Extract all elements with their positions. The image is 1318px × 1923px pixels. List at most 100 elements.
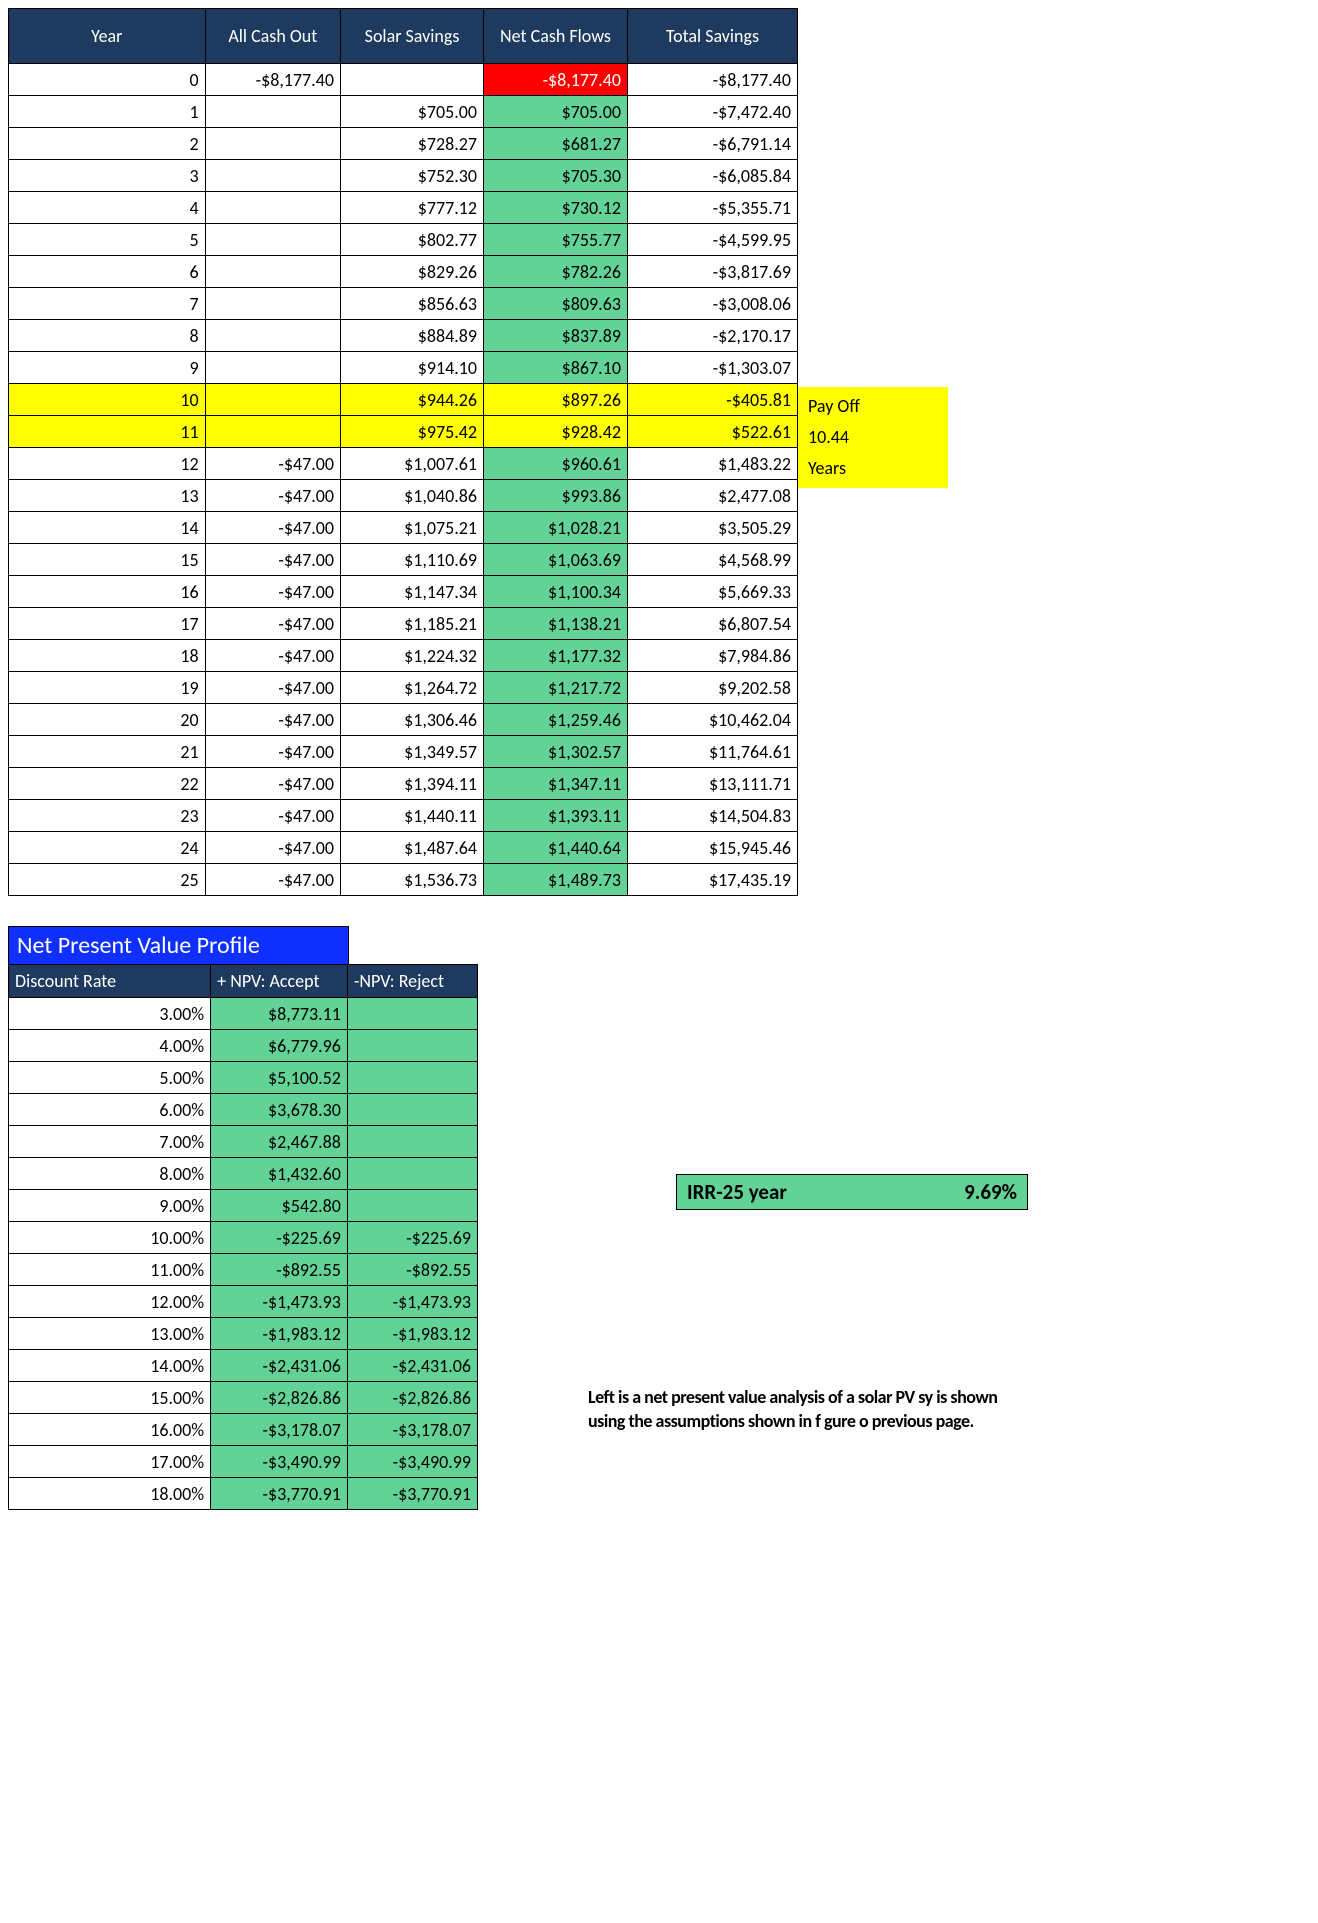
cell-npv-accept: $2,467.88: [211, 1126, 348, 1158]
cell-cash-out: [205, 320, 340, 352]
table-row: 3$752.30$705.30-$6,085.84: [9, 160, 798, 192]
cell-discount-rate: 10.00%: [9, 1222, 211, 1254]
npv-header-rate: Discount Rate: [9, 965, 211, 998]
cell-cash-out: [205, 288, 340, 320]
cell-year: 11: [9, 416, 206, 448]
cell-solar-savings: $1,040.86: [340, 480, 483, 512]
cell-total-savings: -$6,791.14: [627, 128, 797, 160]
cell-net-cash: $730.12: [484, 192, 628, 224]
table-header-row: Year All Cash Out Solar Savings Net Cash…: [9, 9, 798, 64]
cell-solar-savings: $914.10: [340, 352, 483, 384]
table-row: 6$829.26$782.26-$3,817.69: [9, 256, 798, 288]
cell-cash-out: -$47.00: [205, 640, 340, 672]
cell-discount-rate: 5.00%: [9, 1062, 211, 1094]
cell-cash-out: [205, 160, 340, 192]
npv-row: 10.00%-$225.69-$225.69: [9, 1222, 478, 1254]
cell-year: 13: [9, 480, 206, 512]
cell-total-savings: -$2,170.17: [627, 320, 797, 352]
cell-discount-rate: 15.00%: [9, 1382, 211, 1414]
cell-solar-savings: $1,075.21: [340, 512, 483, 544]
npv-row: 11.00%-$892.55-$892.55: [9, 1254, 478, 1286]
table-row: 16-$47.00$1,147.34$1,100.34$5,669.33: [9, 576, 798, 608]
cell-total-savings: -$4,599.95: [627, 224, 797, 256]
cell-solar-savings: $975.42: [340, 416, 483, 448]
cell-cash-out: -$47.00: [205, 768, 340, 800]
table-row: 1$705.00$705.00-$7,472.40: [9, 96, 798, 128]
cell-net-cash: $1,393.11: [484, 800, 628, 832]
cell-net-cash: $1,302.57: [484, 736, 628, 768]
cell-total-savings: $522.61: [627, 416, 797, 448]
cell-year: 15: [9, 544, 206, 576]
cell-cash-out: [205, 224, 340, 256]
cell-net-cash: $1,259.46: [484, 704, 628, 736]
npv-row: 17.00%-$3,490.99-$3,490.99: [9, 1446, 478, 1478]
cell-year: 7: [9, 288, 206, 320]
cell-net-cash: $960.61: [484, 448, 628, 480]
cell-cash-out: -$47.00: [205, 736, 340, 768]
npv-header-accept: + NPV: Accept: [211, 965, 348, 998]
cell-year: 6: [9, 256, 206, 288]
cell-year: 25: [9, 864, 206, 896]
npv-header-reject: -NPV: Reject: [347, 965, 477, 998]
npv-row: 8.00%$1,432.60: [9, 1158, 478, 1190]
table-row: 5$802.77$755.77-$4,599.95: [9, 224, 798, 256]
cell-net-cash: $809.63: [484, 288, 628, 320]
cell-npv-reject: [347, 1094, 477, 1126]
cell-npv-accept: -$1,983.12: [211, 1318, 348, 1350]
irr-box: IRR-25 year 9.69%: [676, 1174, 1028, 1210]
table-row: 12-$47.00$1,007.61$960.61$1,483.22: [9, 448, 798, 480]
cell-cash-out: -$47.00: [205, 480, 340, 512]
cell-total-savings: -$3,817.69: [627, 256, 797, 288]
cell-cash-out: [205, 128, 340, 160]
cell-net-cash: $1,028.21: [484, 512, 628, 544]
cell-net-cash: $1,489.73: [484, 864, 628, 896]
npv-header-row: Discount Rate + NPV: Accept -NPV: Reject: [9, 965, 478, 998]
cell-solar-savings: $1,487.64: [340, 832, 483, 864]
npv-row: 7.00%$2,467.88: [9, 1126, 478, 1158]
cell-net-cash: $782.26: [484, 256, 628, 288]
cell-npv-reject: [347, 1062, 477, 1094]
cell-npv-reject: -$3,770.91: [347, 1478, 477, 1510]
cell-net-cash: $837.89: [484, 320, 628, 352]
cell-npv-reject: -$3,178.07: [347, 1414, 477, 1446]
cell-year: 24: [9, 832, 206, 864]
cell-year: 23: [9, 800, 206, 832]
cell-npv-accept: -$892.55: [211, 1254, 348, 1286]
cell-solar-savings: $777.12: [340, 192, 483, 224]
cell-solar-savings: $1,536.73: [340, 864, 483, 896]
cell-net-cash: $928.42: [484, 416, 628, 448]
npv-title: Net Present Value Profile: [8, 926, 349, 964]
cell-npv-reject: -$892.55: [347, 1254, 477, 1286]
cell-total-savings: $14,504.83: [627, 800, 797, 832]
cell-year: 18: [9, 640, 206, 672]
cell-total-savings: $11,764.61: [627, 736, 797, 768]
cell-total-savings: $3,505.29: [627, 512, 797, 544]
header-total-savings: Total Savings: [627, 9, 797, 64]
npv-row: 14.00%-$2,431.06-$2,431.06: [9, 1350, 478, 1382]
payoff-unit: Years: [808, 453, 938, 484]
npv-table: Discount Rate + NPV: Accept -NPV: Reject…: [8, 964, 478, 1510]
irr-label: IRR-25 year: [687, 1179, 787, 1205]
cell-npv-accept: -$3,490.99: [211, 1446, 348, 1478]
cell-total-savings: $15,945.46: [627, 832, 797, 864]
cell-net-cash: $1,217.72: [484, 672, 628, 704]
cell-solar-savings: $944.26: [340, 384, 483, 416]
cell-solar-savings: $1,306.46: [340, 704, 483, 736]
cell-solar-savings: $884.89: [340, 320, 483, 352]
cell-discount-rate: 12.00%: [9, 1286, 211, 1318]
cell-cash-out: [205, 256, 340, 288]
cell-total-savings: $7,984.86: [627, 640, 797, 672]
cell-cash-out: -$47.00: [205, 608, 340, 640]
cell-total-savings: $5,669.33: [627, 576, 797, 608]
header-net-cash-flows: Net Cash Flows: [484, 9, 628, 64]
cell-npv-accept: -$3,178.07: [211, 1414, 348, 1446]
cell-solar-savings: $1,110.69: [340, 544, 483, 576]
cell-year: 4: [9, 192, 206, 224]
cell-total-savings: -$1,303.07: [627, 352, 797, 384]
cell-npv-reject: -$1,473.93: [347, 1286, 477, 1318]
npv-row: 9.00%$542.80: [9, 1190, 478, 1222]
cell-net-cash: $1,063.69: [484, 544, 628, 576]
cell-year: 20: [9, 704, 206, 736]
cell-solar-savings: $1,224.32: [340, 640, 483, 672]
cell-npv-accept: $542.80: [211, 1190, 348, 1222]
